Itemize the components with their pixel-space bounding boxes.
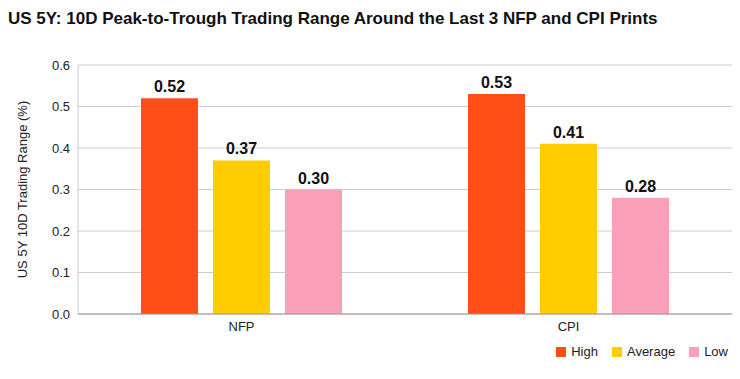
svg-text:0.30: 0.30 (298, 170, 329, 187)
svg-text:0.52: 0.52 (154, 78, 185, 95)
svg-text:0.4: 0.4 (52, 141, 70, 156)
svg-text:0.3: 0.3 (52, 182, 70, 197)
svg-text:0.28: 0.28 (625, 178, 656, 195)
svg-text:0.1: 0.1 (52, 265, 70, 280)
svg-text:0.37: 0.37 (226, 140, 257, 157)
svg-text:0.41: 0.41 (553, 124, 584, 141)
html-text:US 5Y: 10D Peak-to-Trough Trad: US 5Y: 10D Peak-to-Trough Trading Range … (8, 9, 658, 28)
svg-text:0.53: 0.53 (481, 74, 512, 91)
svg-text:0.5: 0.5 (52, 99, 70, 114)
svg-text:0.6: 0.6 (52, 58, 70, 73)
html-text:Average: Average (627, 344, 676, 359)
svg-text:US 5Y 10D Trading Range (%): US 5Y 10D Trading Range (%) (15, 101, 30, 279)
html-text:Low: Low (704, 344, 728, 359)
html-text:High: High (571, 344, 598, 359)
svg-text:0.0: 0.0 (52, 307, 70, 322)
svg-text:NFP: NFP (229, 319, 255, 334)
svg-text:0.2: 0.2 (52, 224, 70, 239)
svg-text:CPI: CPI (558, 319, 580, 334)
